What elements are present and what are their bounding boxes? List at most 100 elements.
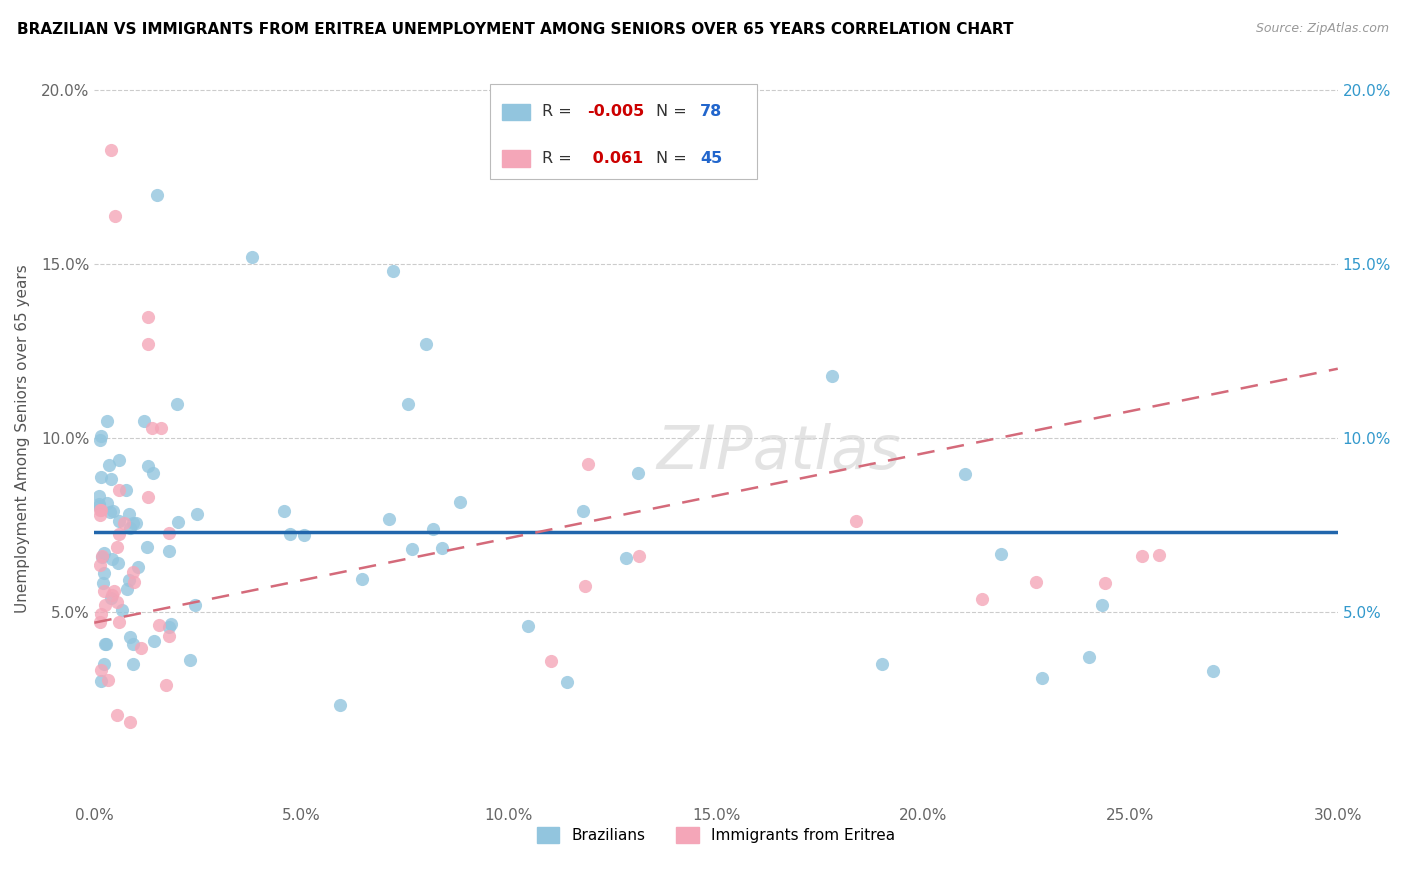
Text: 0.061: 0.061 xyxy=(586,151,643,166)
Point xyxy=(117,582,139,596)
Point xyxy=(1031,672,1053,686)
Point xyxy=(155,678,177,692)
Point xyxy=(557,675,579,690)
Point xyxy=(111,603,134,617)
Point xyxy=(449,495,471,509)
Point xyxy=(101,552,124,566)
Point xyxy=(93,566,115,580)
Point xyxy=(166,396,188,410)
Point xyxy=(91,575,114,590)
Point xyxy=(1025,574,1047,589)
Text: N =: N = xyxy=(657,104,692,120)
Point xyxy=(122,575,145,590)
Text: ZIPatlas: ZIPatlas xyxy=(657,424,900,483)
Point xyxy=(167,516,190,530)
Text: Source: ZipAtlas.com: Source: ZipAtlas.com xyxy=(1256,22,1389,36)
Point xyxy=(97,458,120,472)
Point xyxy=(96,414,118,428)
Y-axis label: Unemployment Among Seniors over 65 years: Unemployment Among Seniors over 65 years xyxy=(15,264,30,613)
Bar xyxy=(502,103,530,120)
Point xyxy=(145,187,167,202)
Point xyxy=(627,467,650,481)
Point xyxy=(821,368,844,383)
Text: 45: 45 xyxy=(700,151,723,166)
Point xyxy=(516,619,538,633)
Point xyxy=(98,505,121,519)
Point xyxy=(115,483,138,497)
Text: N =: N = xyxy=(657,151,692,166)
Point xyxy=(149,421,172,435)
Point xyxy=(540,655,562,669)
Point xyxy=(90,549,112,564)
Point xyxy=(89,489,111,503)
Point xyxy=(103,584,125,599)
Point xyxy=(134,414,156,428)
Point xyxy=(572,504,595,518)
Point xyxy=(142,634,165,648)
Point xyxy=(93,657,115,672)
Point xyxy=(381,264,404,278)
Point xyxy=(104,209,127,223)
Point xyxy=(157,630,180,644)
Point xyxy=(415,337,437,351)
Point xyxy=(870,657,893,672)
Point xyxy=(845,514,868,528)
Point xyxy=(93,546,115,560)
Point xyxy=(90,607,112,621)
Point xyxy=(96,496,118,510)
Point xyxy=(118,508,141,522)
Point xyxy=(396,396,419,410)
Point xyxy=(141,421,163,435)
Point xyxy=(89,502,111,516)
Point xyxy=(422,523,444,537)
Point xyxy=(108,514,131,528)
Point xyxy=(136,337,159,351)
Point xyxy=(329,698,352,713)
Point xyxy=(105,595,128,609)
Point xyxy=(1078,650,1101,665)
Text: -0.005: -0.005 xyxy=(586,104,644,120)
Point xyxy=(129,640,152,655)
Point xyxy=(90,428,112,442)
Point xyxy=(90,673,112,688)
Point xyxy=(108,615,131,629)
Point xyxy=(157,526,180,541)
Point xyxy=(953,467,976,481)
Point xyxy=(1147,548,1170,562)
Point xyxy=(136,459,159,474)
Point xyxy=(278,527,301,541)
Point xyxy=(179,653,201,667)
Point xyxy=(240,251,263,265)
Bar xyxy=(502,151,530,167)
Legend: Brazilians, Immigrants from Eritrea: Brazilians, Immigrants from Eritrea xyxy=(529,820,903,851)
Point xyxy=(142,467,165,481)
Point xyxy=(90,663,112,677)
Point xyxy=(125,516,148,531)
Point xyxy=(100,472,122,486)
Point xyxy=(108,453,131,467)
Point xyxy=(90,470,112,484)
Point xyxy=(273,504,295,518)
Point xyxy=(990,547,1012,561)
Point xyxy=(94,637,117,651)
Point xyxy=(93,583,115,598)
Point xyxy=(432,541,454,556)
Point xyxy=(186,507,208,521)
Point xyxy=(183,598,205,612)
Point xyxy=(136,310,159,324)
Point xyxy=(121,516,143,530)
Point xyxy=(1094,576,1116,591)
Point xyxy=(578,458,600,472)
Point xyxy=(127,559,149,574)
Point xyxy=(352,572,374,586)
Point xyxy=(135,540,157,554)
Point xyxy=(378,511,401,525)
Point xyxy=(117,573,139,587)
Point xyxy=(87,497,110,511)
Point xyxy=(105,540,128,554)
Point xyxy=(96,636,118,650)
Point xyxy=(90,503,112,517)
Point xyxy=(401,541,423,556)
Point xyxy=(1130,549,1153,564)
Point xyxy=(628,549,651,563)
